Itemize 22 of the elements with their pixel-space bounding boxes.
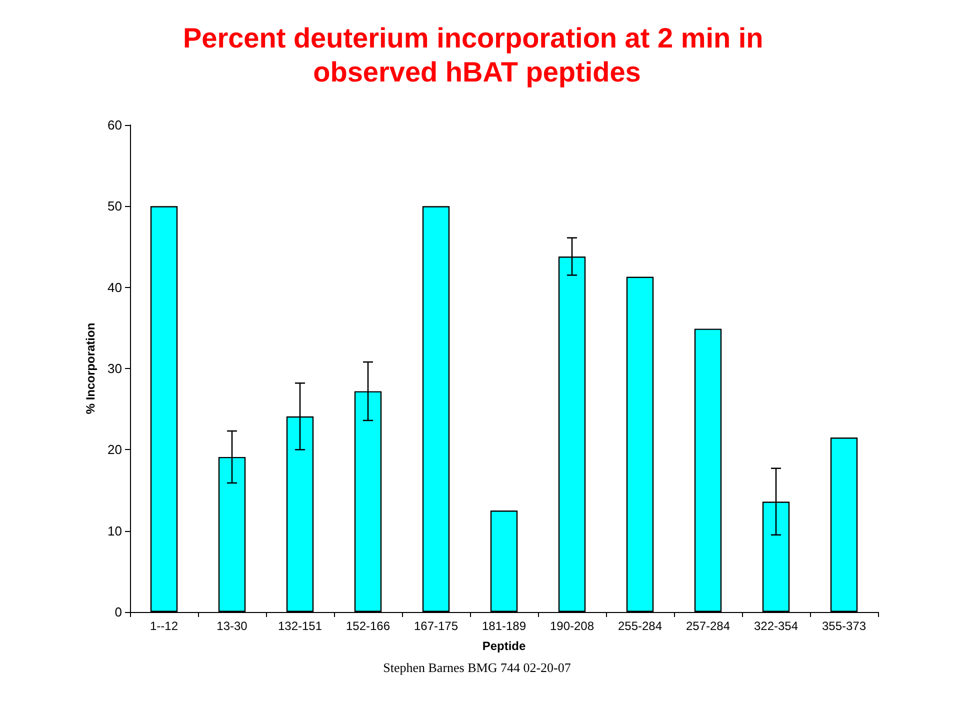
text: Stephen Barnes BMG 744 02-20-07 — [383, 660, 572, 675]
x-tick-label: 255-284 — [618, 619, 662, 633]
y-tick-label: 0 — [114, 604, 122, 620]
y-tick-label: 40 — [108, 280, 122, 295]
x-tick-label: 13-30 — [216, 619, 248, 633]
x-tick-label: 257-284 — [686, 619, 730, 633]
y-tick-label: 10 — [108, 523, 122, 538]
x-tick-label: 190-208 — [550, 619, 594, 633]
y-axis-title: % Incorporation — [84, 322, 98, 414]
x-tick-label: 132-151 — [278, 619, 322, 633]
x-tick-label: 1--12 — [150, 619, 178, 633]
chart-title: Percent deuterium incorporation at 2 min in observed hBAT peptides — [182, 22, 772, 88]
x-tick-label: 355-373 — [822, 619, 866, 633]
y-tick-label: 50 — [108, 198, 122, 214]
y-tick-label: 30 — [108, 361, 122, 376]
y-tick-label: 60 — [108, 118, 122, 132]
y-tick-label: 20 — [108, 442, 122, 458]
x-axis-title: Peptide — [482, 639, 526, 653]
x-tick-label: 181-189 — [482, 619, 526, 633]
x-tick-label: 167-175 — [414, 619, 458, 633]
x-tick-label: 152-166 — [346, 619, 390, 633]
x-tick-label: 322-354 — [754, 619, 798, 633]
